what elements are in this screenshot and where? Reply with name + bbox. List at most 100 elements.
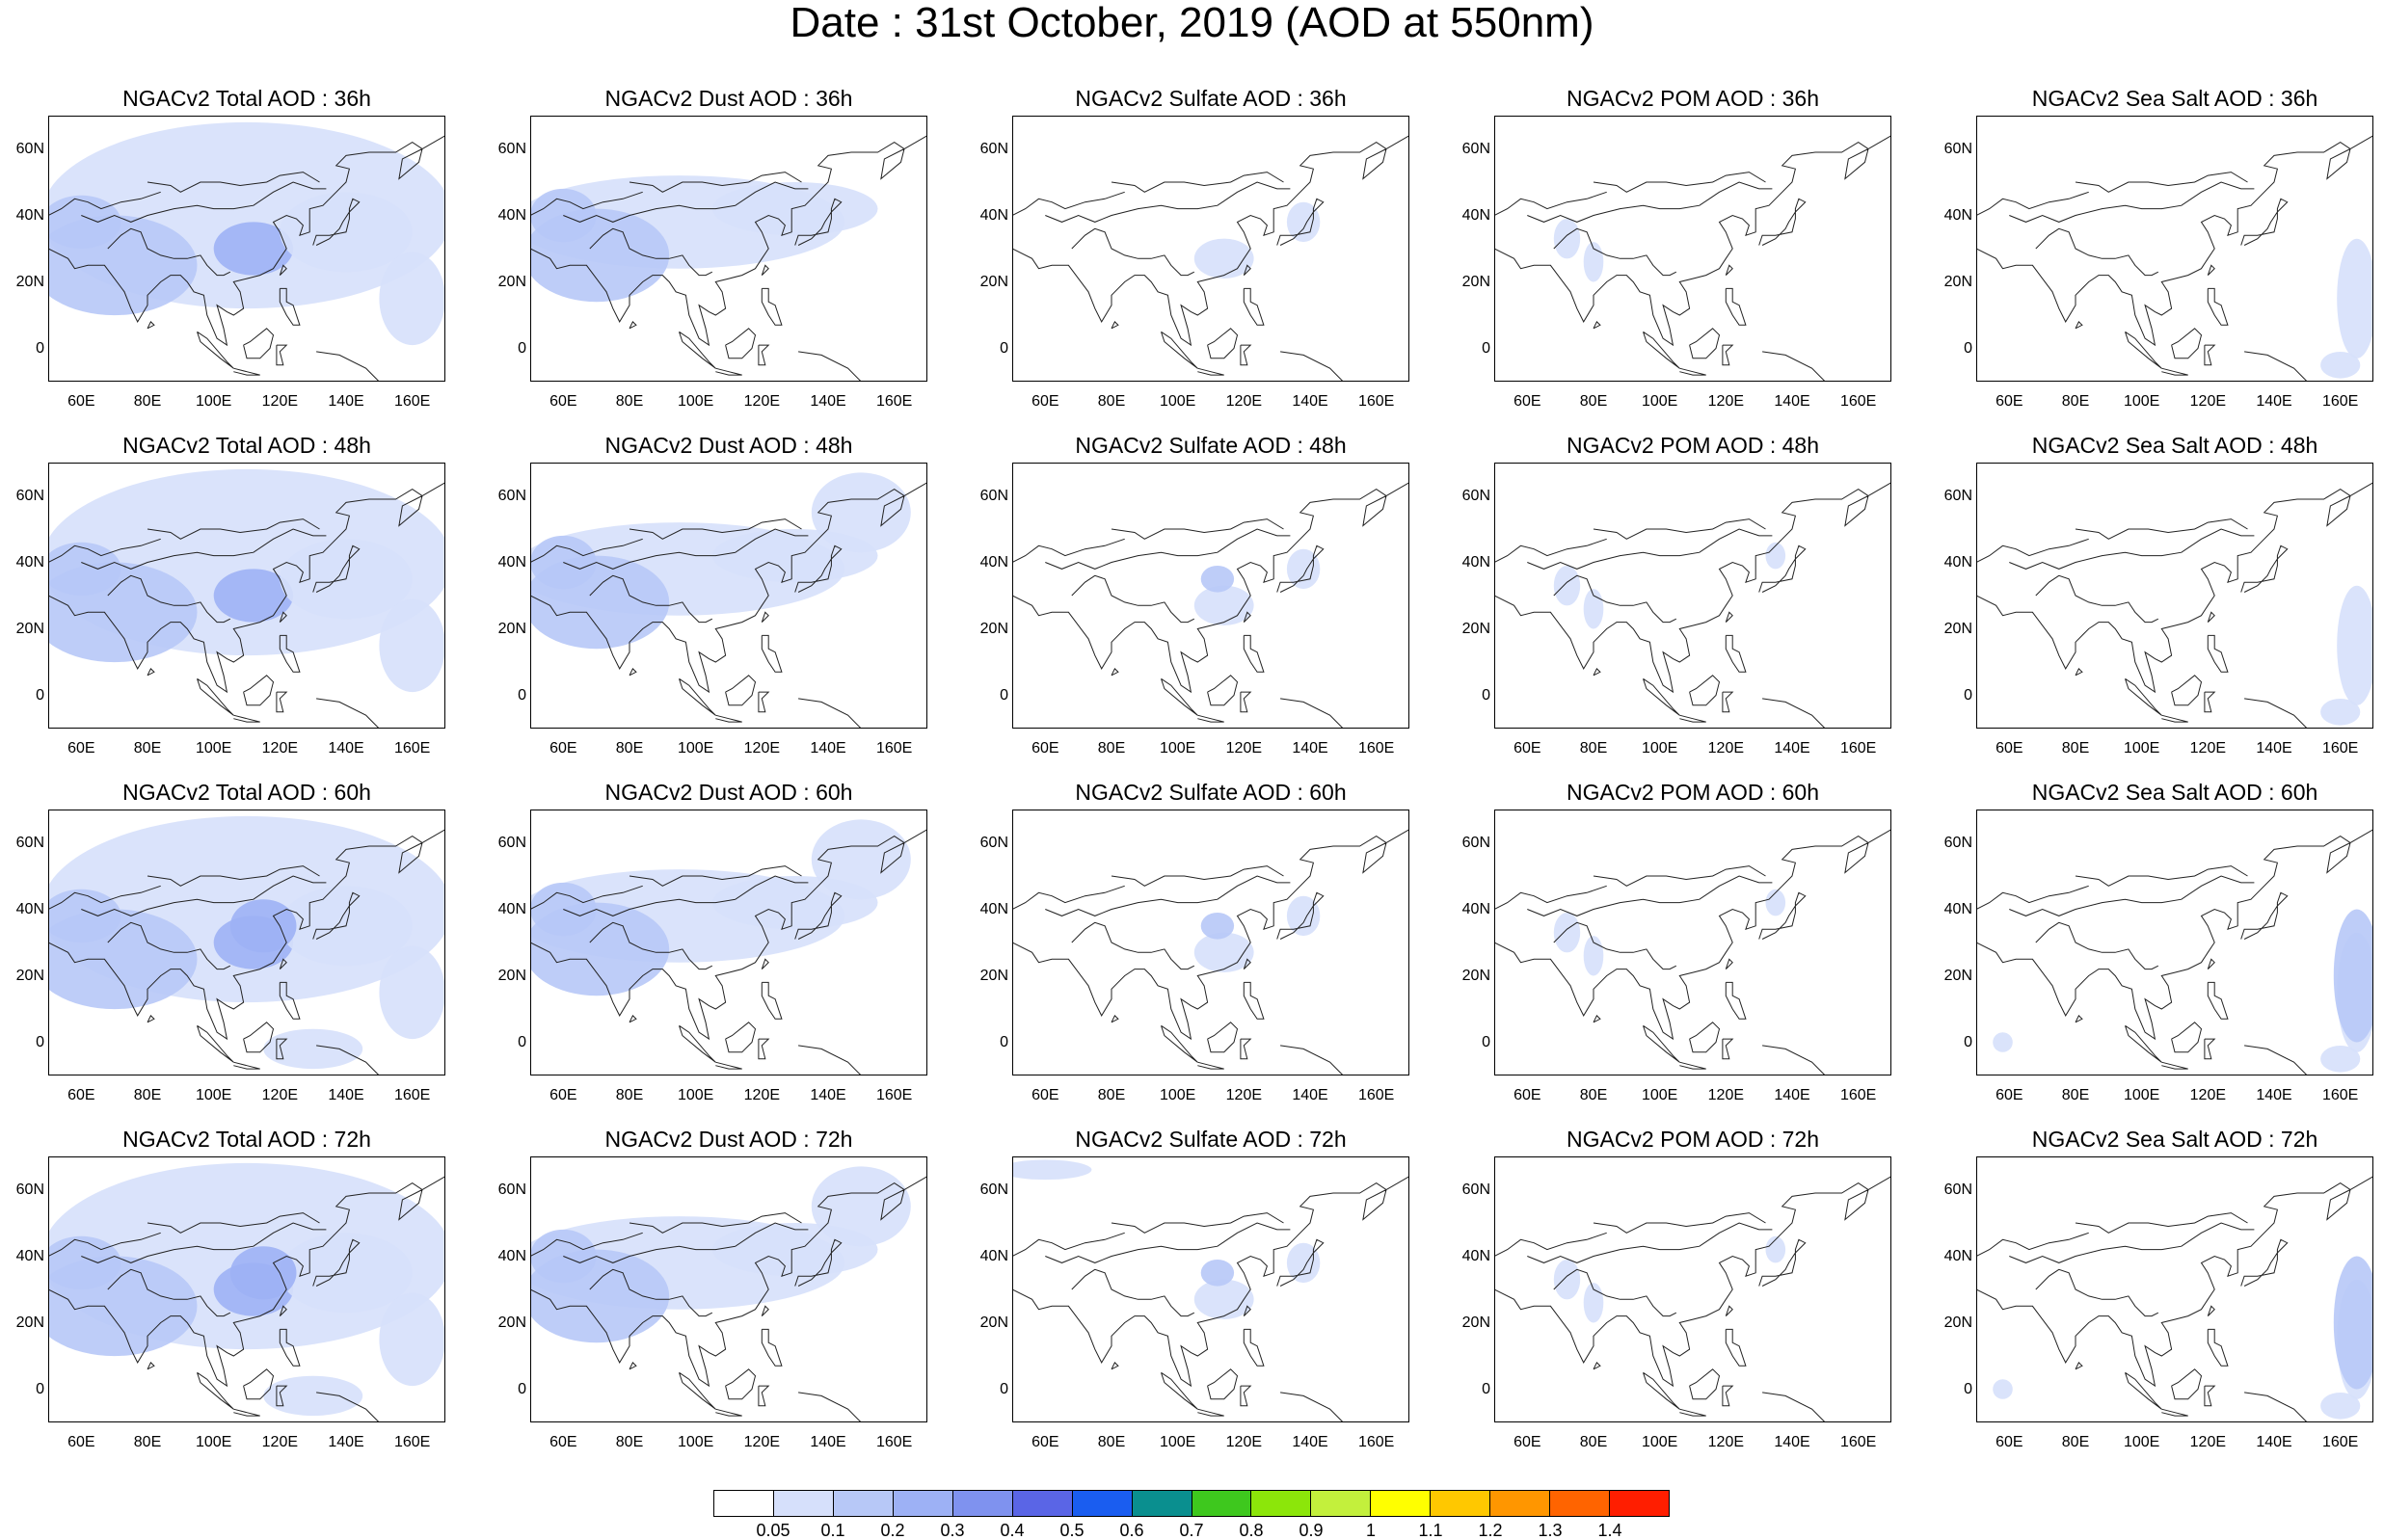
aod-shading xyxy=(1286,1242,1321,1284)
aod-shading xyxy=(2320,1393,2361,1420)
lon-tick-label: 140E xyxy=(1774,393,1810,410)
aod-shading xyxy=(2333,1256,2373,1390)
colorbar-label: 0.05 xyxy=(756,1521,790,1540)
lon-tick-label: 60E xyxy=(1513,393,1541,410)
colorbar-box xyxy=(1550,1491,1611,1516)
colorbar-box xyxy=(952,1491,1013,1516)
aod-shading xyxy=(2320,352,2361,379)
aod-map xyxy=(48,116,445,382)
lon-tick-label: 140E xyxy=(328,393,364,410)
lon-tick-label: 160E xyxy=(1357,740,1395,757)
aod-map xyxy=(530,463,927,729)
lat-tick-label: 60N xyxy=(1943,140,1972,157)
lat-tick-label: 40N xyxy=(979,900,1008,917)
lon-tick-label: 100E xyxy=(1159,1434,1196,1450)
map-panel: NGACv2 Sea Salt AOD : 60h 60N 40N 20N 0 60E 80… xyxy=(1928,779,2384,1126)
map-panel: NGACv2 Total AOD : 48h 60N 40N 20N 0 60E 80E 10… xyxy=(0,432,482,779)
aod-shading xyxy=(1200,566,1235,593)
colorbar xyxy=(713,1490,1670,1517)
map-panel: NGACv2 Total AOD : 60h 60N 40N 20N 0 60E 80E 10… xyxy=(0,779,482,1126)
lon-tick-label: 120E xyxy=(1707,1434,1745,1450)
lat-tick-label: 20N xyxy=(979,967,1008,984)
coastline xyxy=(530,482,927,729)
panel-title: NGACv2 Sulfate AOD : 60h xyxy=(1075,780,1347,805)
panel-title: NGACv2 POM AOD : 60h xyxy=(1566,780,1820,805)
lon-tick-label: 140E xyxy=(810,1087,846,1103)
panel-title: NGACv2 Sea Salt AOD : 48h xyxy=(2031,433,2318,458)
aod-shading xyxy=(2320,699,2361,726)
lat-tick-label: 40N xyxy=(1461,900,1490,917)
aod-shading xyxy=(1765,889,1786,916)
coastline xyxy=(48,829,445,1075)
aod-shading xyxy=(1193,1279,1254,1319)
lat-tick-label: 60N xyxy=(1461,1181,1490,1198)
lon-tick-label: 160E xyxy=(393,1087,431,1103)
lon-tick-label: 120E xyxy=(261,1087,299,1103)
lon-tick-label: 160E xyxy=(2321,393,2359,410)
aod-shading xyxy=(263,1028,363,1070)
lat-tick-label: 0 xyxy=(36,1380,44,1397)
lon-tick-label: 80E xyxy=(615,1087,644,1103)
map-panel: NGACv2 Sea Salt AOD : 48h 60N 40N 20N 0 60E 80… xyxy=(1928,432,2384,779)
colorbar-label: 1.3 xyxy=(1538,1521,1563,1540)
coastline xyxy=(530,135,927,382)
lat-tick-label: 20N xyxy=(497,620,526,637)
aod-shading xyxy=(1553,219,1581,259)
lat-tick-label: 20N xyxy=(1461,967,1490,984)
lat-tick-label: 20N xyxy=(1461,273,1490,290)
map-panel: NGACv2 Sulfate AOD : 60h 60N 40N 20N 0 60E 80E… xyxy=(964,779,1446,1126)
lat-tick-label: 60N xyxy=(1461,487,1490,504)
coastline xyxy=(1494,482,1891,729)
colorbar-label: 0.4 xyxy=(1000,1521,1025,1540)
lat-tick-label: 40N xyxy=(1461,206,1490,224)
lat-tick-label: 20N xyxy=(1943,273,1972,290)
lon-tick-label: 120E xyxy=(743,1434,781,1450)
lon-tick-label: 100E xyxy=(1159,740,1196,757)
lon-tick-label: 100E xyxy=(2123,1434,2160,1450)
aod-shading xyxy=(1553,913,1581,953)
lat-tick-label: 0 xyxy=(1000,1033,1008,1050)
lon-tick-label: 80E xyxy=(1097,1087,1126,1103)
lon-tick-label: 160E xyxy=(1839,1087,1877,1103)
lon-tick-label: 120E xyxy=(1707,1087,1745,1103)
lat-tick-label: 60N xyxy=(1461,140,1490,157)
aod-shading xyxy=(213,222,294,276)
lat-tick-label: 20N xyxy=(15,967,44,984)
lon-tick-label: 120E xyxy=(261,740,299,757)
lat-tick-label: 0 xyxy=(518,1380,526,1397)
panel-title: NGACv2 Sea Salt AOD : 60h xyxy=(2031,780,2318,805)
colorbar-box xyxy=(1431,1491,1491,1516)
coastline xyxy=(48,482,445,729)
coastline xyxy=(1494,1176,1891,1422)
colorbar-box xyxy=(1251,1491,1312,1516)
aod-shading xyxy=(48,195,121,249)
lon-tick-label: 140E xyxy=(810,393,846,410)
colorbar-box xyxy=(1012,1491,1073,1516)
lon-tick-label: 80E xyxy=(1097,740,1126,757)
lon-tick-label: 140E xyxy=(810,740,846,757)
lat-tick-label: 60N xyxy=(979,487,1008,504)
aod-shading xyxy=(229,899,297,953)
aod-map xyxy=(1976,1156,2373,1422)
lon-tick-label: 120E xyxy=(1225,1434,1263,1450)
lat-tick-label: 60N xyxy=(979,834,1008,851)
lon-tick-label: 160E xyxy=(2321,740,2359,757)
figure-title: Date : 31st October, 2019 (AOD at 550nm) xyxy=(790,0,1594,46)
map-panel: NGACv2 Total AOD : 72h 60N 40N 20N 0 60E 80E 10… xyxy=(0,1126,482,1473)
aod-shading xyxy=(530,535,597,590)
aod-shading xyxy=(1553,566,1581,606)
aod-map xyxy=(530,116,927,382)
lat-tick-label: 20N xyxy=(1943,1314,1972,1331)
lat-tick-label: 20N xyxy=(979,620,1008,637)
lon-tick-label: 100E xyxy=(195,393,232,410)
lon-tick-label: 80E xyxy=(1579,393,1608,410)
map-panel: NGACv2 Sulfate AOD : 36h 60N 40N 20N 0 60E 80E… xyxy=(964,85,1446,432)
map-panel: NGACv2 Dust AOD : 72h 60N 40N 20N 0 60E 80E 100… xyxy=(482,1126,964,1473)
aod-shading xyxy=(48,1235,121,1289)
lon-tick-label: 120E xyxy=(1225,1087,1263,1103)
lon-tick-label: 60E xyxy=(1513,1087,1541,1103)
aod-shading xyxy=(213,569,294,623)
colorbar-label: 0.3 xyxy=(940,1521,965,1540)
lat-tick-label: 40N xyxy=(1943,206,1972,224)
map-panel: NGACv2 Sulfate AOD : 72h 60N 40N 20N 0 60E 80E… xyxy=(964,1126,1446,1473)
